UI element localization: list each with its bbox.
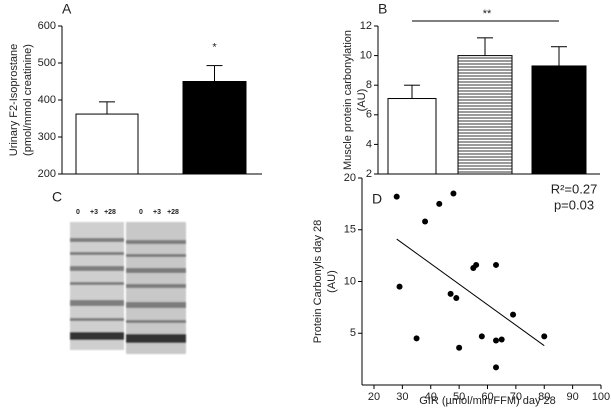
- y-axis-label: (pmol/mmol creatinine): [22, 44, 34, 156]
- significance-label: **: [483, 8, 492, 20]
- annotation: R²=0.27: [551, 181, 598, 196]
- point: [436, 200, 443, 207]
- y-tick-label: 2: [366, 168, 372, 180]
- x-tick-label: 60: [481, 391, 493, 403]
- y-tick-label: 12: [360, 20, 372, 32]
- lane-label: 0: [76, 209, 80, 216]
- panel-label: C: [52, 189, 62, 205]
- lane-label: +3: [153, 209, 161, 216]
- y-tick-label: 6: [366, 109, 372, 121]
- blot-image: [70, 222, 186, 354]
- point: [473, 261, 480, 268]
- point: [447, 290, 454, 297]
- point: [493, 337, 500, 344]
- y-axis-label: Urinary F2-Isoprostane: [8, 44, 20, 157]
- x-tick-label: 90: [567, 391, 579, 403]
- point: [422, 218, 429, 225]
- point: [393, 193, 400, 200]
- point: [413, 335, 420, 342]
- y-tick-label: 600: [38, 20, 56, 32]
- y-axis-label: (AU): [326, 270, 338, 293]
- y-tick-label: 10: [360, 50, 372, 62]
- bar: [387, 98, 437, 175]
- y-tick-label: 10: [344, 275, 356, 287]
- y-axis-label: Protein Carbonyls day 28: [312, 220, 324, 344]
- y-tick-label: 400: [38, 94, 56, 106]
- annotation: p=0.03: [554, 197, 594, 212]
- point: [478, 333, 485, 340]
- point: [541, 333, 548, 340]
- x-tick-label: 50: [453, 391, 465, 403]
- bar: [182, 81, 247, 175]
- bar: [75, 113, 139, 175]
- y-axis-label: Muscle protein carbonylation: [342, 30, 354, 170]
- y-tick-label: 20: [344, 172, 356, 184]
- x-tick-label: 100: [592, 391, 610, 403]
- y-axis-label: (AU): [356, 89, 368, 112]
- y-tick-label: 15: [344, 224, 356, 236]
- x-tick-label: 20: [368, 391, 380, 403]
- point: [456, 344, 463, 351]
- bar: [531, 65, 587, 175]
- point: [498, 336, 505, 343]
- lane-label: +28: [167, 209, 179, 216]
- panel-label: D: [372, 191, 382, 207]
- y-tick-label: 5: [350, 327, 356, 339]
- lane-label: +3: [90, 209, 98, 216]
- panel-label: A: [62, 1, 72, 17]
- point: [510, 311, 517, 318]
- bar: [457, 55, 513, 175]
- fit-line: [396, 238, 545, 347]
- panel-label: B: [378, 1, 387, 17]
- point: [450, 190, 457, 197]
- significance-label: *: [212, 41, 217, 53]
- x-tick-label: 80: [538, 391, 550, 403]
- lane-label: 0: [139, 209, 143, 216]
- point: [493, 364, 500, 371]
- x-axis-label: GIR (µmol/min/FFM) day 28: [419, 395, 556, 407]
- y-tick-label: 200: [38, 168, 56, 180]
- y-tick-label: 500: [38, 57, 56, 69]
- x-tick-label: 30: [396, 391, 408, 403]
- y-tick-label: 4: [366, 138, 372, 150]
- point: [453, 295, 460, 302]
- y-tick-label: 300: [38, 131, 56, 143]
- x-tick-label: 40: [425, 391, 437, 403]
- y-tick-label: 8: [366, 79, 372, 91]
- point: [493, 261, 500, 268]
- point: [396, 283, 403, 290]
- lane-label: +28: [104, 209, 116, 216]
- x-tick-label: 70: [510, 391, 522, 403]
